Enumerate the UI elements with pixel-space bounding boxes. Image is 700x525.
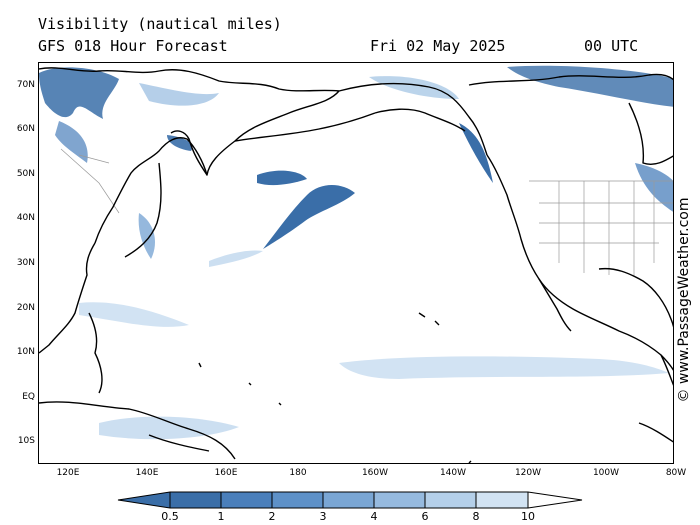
colorbar-label-6: 8: [472, 510, 480, 523]
shading-north-pacific: [263, 185, 355, 249]
coast-kamchatka: [170, 130, 208, 176]
colorbar-label-4: 4: [370, 510, 378, 523]
colorbar-segment-6: [425, 492, 476, 508]
shading-japan: [138, 213, 155, 259]
coast-indonesia: [39, 401, 236, 460]
coast-baja: [538, 278, 572, 332]
colorbar: [117, 491, 583, 509]
country-borders: [60, 148, 673, 277]
shading-mid-pacific: [209, 250, 263, 267]
colorbar-segment-7: [476, 492, 528, 508]
coast-alaska-south: [374, 108, 466, 132]
visibility-map: [38, 62, 674, 464]
colorbar-segment-8: [528, 492, 582, 508]
colorbar-segment-0: [118, 492, 170, 508]
lat-label-60n: 60N: [16, 124, 35, 134]
lon-label-120e: 120E: [56, 468, 80, 478]
lat-label-10s: 10S: [17, 436, 35, 446]
shading-siberia: [39, 67, 119, 119]
lon-label-120w: 120W: [514, 468, 542, 478]
border-state-cols: [558, 181, 655, 277]
coast-hudson-bay: [628, 102, 673, 165]
shading-aleutian-west: [257, 170, 307, 186]
shading-bering: [369, 76, 459, 99]
shading-west-pacific: [79, 302, 189, 327]
shading-okhotsk: [55, 121, 88, 163]
shading-south-west-pacific: [99, 416, 239, 440]
lon-label-80w: 80W: [665, 468, 687, 478]
colorbar-label-7: 10: [521, 510, 535, 523]
colorbar-label-5: 6: [421, 510, 429, 523]
colorbar-segment-4: [323, 492, 374, 508]
visibility-shading: [39, 65, 673, 440]
lon-label-160e: 160E: [214, 468, 238, 478]
forecast-date: Fri 02 May 2025: [370, 37, 506, 55]
map-canvas: [39, 65, 673, 463]
colorbar-label-2: 2: [268, 510, 276, 523]
coast-hawaii: [418, 312, 440, 326]
coastlines: [39, 67, 673, 463]
border-asia: [60, 148, 120, 214]
colorbar-label-1: 1: [217, 510, 225, 523]
map-title: Visibility (nautical miles): [38, 15, 282, 33]
colorbar-ticks: [169, 492, 529, 508]
lat-label-20n: 20N: [16, 303, 35, 313]
lat-label-10n: 10N: [16, 347, 35, 357]
shading-canada-arctic: [507, 65, 673, 107]
coast-china: [39, 242, 96, 354]
shading-alaska-coast: [459, 123, 493, 183]
coast-ecuador: [638, 422, 673, 443]
coast-philippines: [88, 312, 103, 394]
colorbar-label-3: 3: [319, 510, 327, 523]
colorbar-segment-3: [272, 492, 323, 508]
forecast-label: GFS 018 Hour Forecast: [38, 37, 228, 55]
lat-label-40n: 40N: [16, 213, 35, 223]
shading-arctic-east: [139, 83, 219, 106]
coast-new-guinea: [148, 434, 210, 452]
colorbar-segment-2: [221, 492, 272, 508]
shading-great-lakes: [635, 163, 673, 212]
forecast-time: 00 UTC: [584, 37, 639, 55]
coast-japan: [124, 162, 162, 258]
colorbar-segment-5: [374, 492, 425, 508]
lon-label-160w: 160W: [361, 468, 389, 478]
lat-label-50n: 50N: [16, 169, 35, 179]
coast-north-america-west: [486, 154, 673, 371]
coast-islands: [198, 362, 472, 463]
coast-central-america: [660, 354, 673, 386]
copyright-text: © www.PassageWeather.com: [676, 197, 692, 403]
shading-itcz: [339, 356, 669, 379]
coast-canada-arctic: [468, 73, 673, 86]
lon-label-140w: 140W: [439, 468, 467, 478]
colorbar-segment-1: [170, 492, 221, 508]
coast-alaska: [338, 82, 488, 156]
lat-label-30n: 30N: [16, 258, 35, 268]
coast-aleutians: [234, 112, 376, 142]
lon-label-100w: 100W: [592, 468, 620, 478]
coast-gulf-mexico: [598, 267, 673, 328]
lat-label-eq: EQ: [22, 392, 35, 402]
lon-label-140e: 140E: [135, 468, 159, 478]
lon-label-180: 180: [289, 468, 307, 478]
coast-siberia-north: [39, 67, 340, 92]
coast-russia-east: [94, 90, 340, 244]
lat-label-70n: 70N: [16, 80, 35, 90]
colorbar-label-0: 0.5: [161, 510, 179, 523]
